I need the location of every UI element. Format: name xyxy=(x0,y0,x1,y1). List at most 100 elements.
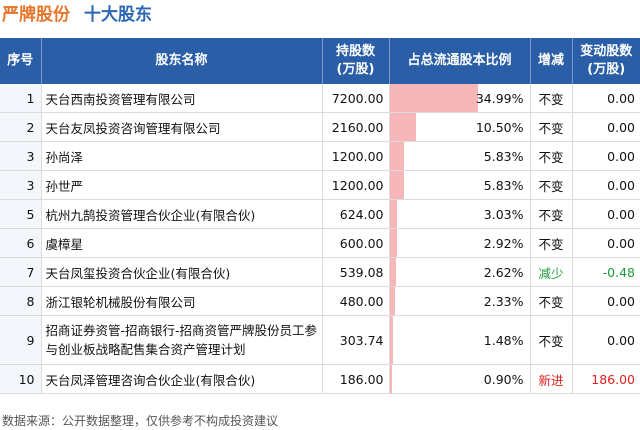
shares-held: 2160.00 xyxy=(322,112,390,142)
row-number: 7 xyxy=(0,257,42,287)
float-ratio-cell: 5.83% xyxy=(389,141,531,171)
change-status: 不变 xyxy=(530,199,573,229)
share-change: 0.00 xyxy=(572,286,640,316)
ratio-value: 2.62% xyxy=(483,264,524,280)
row-number: 6 xyxy=(0,228,42,258)
row-number: 9 xyxy=(0,315,42,365)
ratio-value: 2.92% xyxy=(483,235,524,251)
shareholder-name: 招商证券资管-招商银行-招商资管严牌股份员工参与创业板战略配售集合资产管理计划 xyxy=(41,315,323,365)
ratio-value: 10.50% xyxy=(475,119,524,135)
table-header-row: 序号 股东名称 持股数 (万股) 占总流通股本比例 增减 变动股数 (万股) xyxy=(0,38,640,84)
float-ratio-cell: 0.90% xyxy=(389,364,531,394)
ratio-value: 2.33% xyxy=(483,293,524,309)
change-status: 新进 xyxy=(530,364,573,394)
shares-held: 1200.00 xyxy=(322,170,390,200)
float-ratio-cell: 2.33% xyxy=(389,286,531,316)
change-status: 不变 xyxy=(530,112,573,142)
float-ratio-cell: 2.92% xyxy=(389,228,531,258)
shareholder-name: 虞樟星 xyxy=(41,228,323,258)
shareholder-name: 天台友凤投资咨询管理有限公司 xyxy=(41,112,323,142)
row-number: 2 xyxy=(0,112,42,142)
table-body: 1 天台西南投资管理有限公司 7200.00 34.99% 不变 0.00 2 天台友凤投资咨… xyxy=(0,84,640,394)
shareholder-name: 天台凤玺投资合伙企业(有限合伙) xyxy=(41,257,323,287)
header-delta: 变动股数 (万股) xyxy=(572,38,640,84)
ratio-bar xyxy=(389,84,478,112)
table-row: 7 天台凤玺投资合伙企业(有限合伙) 539.08 2.62% 减少 -0.48 xyxy=(0,257,640,287)
table-row: 1 天台西南投资管理有限公司 7200.00 34.99% 不变 0.00 xyxy=(0,84,640,113)
change-status: 不变 xyxy=(530,141,573,171)
share-change: 0.00 xyxy=(572,170,640,200)
ratio-bar xyxy=(389,113,416,141)
shareholders-table: 序号 股东名称 持股数 (万股) 占总流通股本比例 增减 变动股数 (万股) 1 天台… xyxy=(0,38,640,394)
share-change: -0.48 xyxy=(572,257,640,287)
shareholder-name: 浙江银轮机械股份有限公司 xyxy=(41,286,323,316)
change-status: 不变 xyxy=(530,315,573,365)
share-change: 0.00 xyxy=(572,84,640,113)
row-number: 1 xyxy=(0,84,42,113)
shareholder-name: 天台西南投资管理有限公司 xyxy=(41,84,323,113)
shareholder-name: 孙世严 xyxy=(41,170,323,200)
shares-held: 186.00 xyxy=(322,364,390,394)
ratio-bar xyxy=(389,258,397,286)
share-change: 0.00 xyxy=(572,112,640,142)
ratio-bar xyxy=(389,316,394,364)
ratio-value: 5.83% xyxy=(483,148,524,164)
float-ratio-cell: 1.48% xyxy=(389,315,531,365)
header-shares: 持股数 (万股) xyxy=(322,38,390,84)
shareholder-name: 孙尚泽 xyxy=(41,141,323,171)
ratio-bar xyxy=(389,171,405,199)
header-ratio: 占总流通股本比例 xyxy=(389,38,531,84)
table-row: 6 虞樟星 600.00 2.92% 不变 0.00 xyxy=(0,228,640,258)
share-change: 0.00 xyxy=(572,228,640,258)
table-row: 5 杭州九鹄投资管理合伙企业(有限合伙) 624.00 3.03% 不变 0.00 xyxy=(0,199,640,229)
header-delta-line2: (万股) xyxy=(587,62,626,77)
shares-held: 480.00 xyxy=(322,286,390,316)
header-change: 增减 xyxy=(530,38,573,84)
ratio-bar xyxy=(389,229,397,257)
shareholder-name: 杭州九鹄投资管理合伙企业(有限合伙) xyxy=(41,199,323,229)
float-ratio-cell: 10.50% xyxy=(389,112,531,142)
table-row: 10 天台凤泽管理咨询合伙企业(有限合伙) 186.00 0.90% 新进 186.00 xyxy=(0,364,640,394)
section-title: 十大股东 xyxy=(84,5,152,25)
float-ratio-cell: 2.62% xyxy=(389,257,531,287)
company-name: 严牌股份 xyxy=(2,5,70,25)
shares-held: 600.00 xyxy=(322,228,390,258)
row-number: 10 xyxy=(0,364,42,394)
ratio-value: 34.99% xyxy=(475,90,524,106)
header-no: 序号 xyxy=(0,38,42,84)
ratio-bar xyxy=(389,287,396,315)
float-ratio-cell: 3.03% xyxy=(389,199,531,229)
shares-held: 303.74 xyxy=(322,315,390,365)
page-title: 严牌股份 十大股东 xyxy=(2,2,152,32)
shares-held: 7200.00 xyxy=(322,84,390,113)
ratio-value: 3.03% xyxy=(483,206,524,222)
ratio-value: 0.90% xyxy=(483,371,524,387)
share-change: 0.00 xyxy=(572,315,640,365)
share-change: 186.00 xyxy=(572,364,640,394)
shares-held: 1200.00 xyxy=(322,141,390,171)
header-shares-line1: 持股数 xyxy=(335,44,375,59)
share-change: 0.00 xyxy=(572,199,640,229)
header-delta-line1: 变动股数 xyxy=(580,44,633,59)
ratio-bar xyxy=(389,200,398,228)
change-status: 不变 xyxy=(530,228,573,258)
row-number: 8 xyxy=(0,286,42,316)
row-number: 5 xyxy=(0,199,42,229)
table-row: 2 天台友凤投资咨询管理有限公司 2160.00 10.50% 不变 0.00 xyxy=(0,112,640,142)
ratio-value: 1.48% xyxy=(483,332,524,348)
float-ratio-cell: 34.99% xyxy=(389,84,531,113)
ratio-value: 5.83% xyxy=(483,177,524,193)
row-number: 3 xyxy=(0,141,42,171)
shares-held: 539.08 xyxy=(322,257,390,287)
ratio-bar xyxy=(389,142,405,170)
table-row: 9 招商证券资管-招商银行-招商资管严牌股份员工参与创业板战略配售集合资产管理计划… xyxy=(0,315,640,365)
change-status: 不变 xyxy=(530,84,573,113)
table-row: 3 孙世严 1200.00 5.83% 不变 0.00 xyxy=(0,170,640,200)
change-status: 不变 xyxy=(530,286,573,316)
change-status: 减少 xyxy=(530,257,573,287)
shareholder-name: 天台凤泽管理咨询合伙企业(有限合伙) xyxy=(41,364,323,394)
change-status: 不变 xyxy=(530,170,573,200)
shares-held: 624.00 xyxy=(322,199,390,229)
data-source-note: 数据来源：公开数据整理，仅供参考不构成投资建议 xyxy=(2,414,279,428)
table-row: 3 孙尚泽 1200.00 5.83% 不变 0.00 xyxy=(0,141,640,171)
